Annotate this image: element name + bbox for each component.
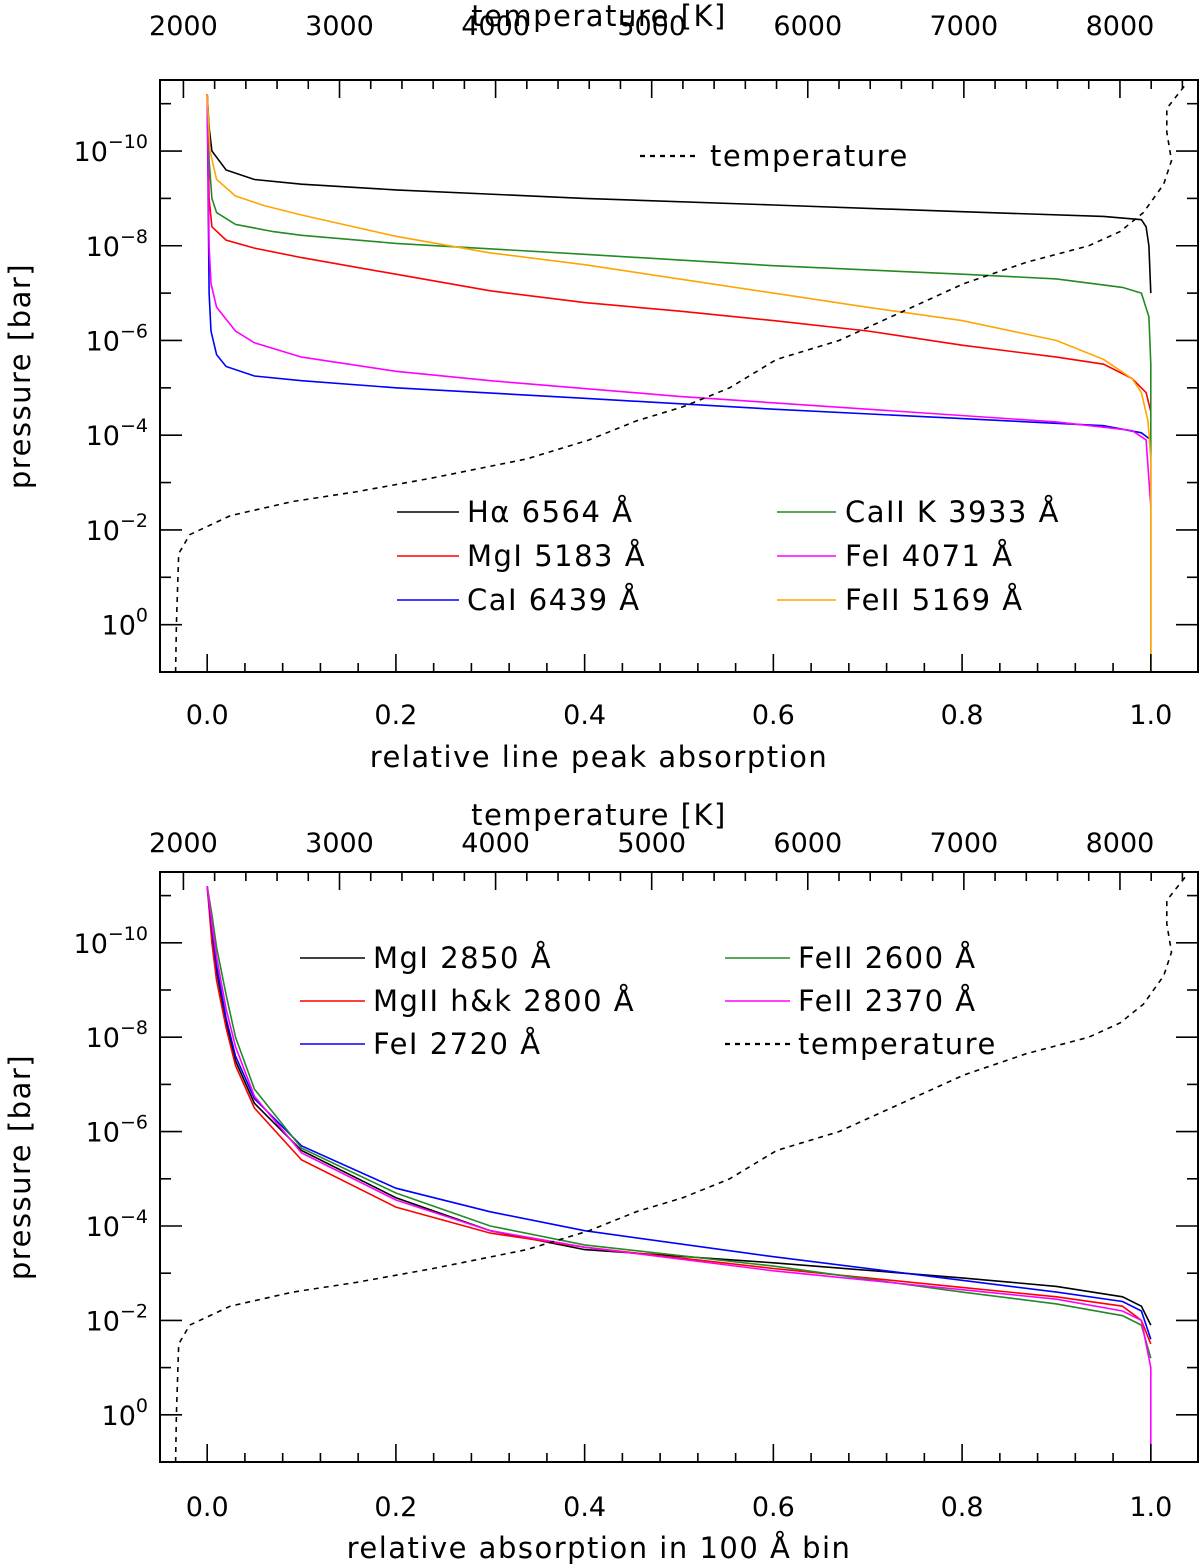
legend: Hα 6564 Å MgI 5183 Å CaI 6439 Å CaII K 3933… — [397, 139, 1060, 617]
y-tick-label: 10−8 — [86, 226, 148, 263]
legend-label: FeII 2370 Å — [798, 984, 977, 1018]
series-line-feii-2600- — [206, 886, 1152, 1359]
legend-label: FeI 2720 Å — [373, 1027, 542, 1061]
x-tick-label: 1.0 — [1129, 1492, 1172, 1523]
legend-label: Hα 6564 Å — [467, 495, 634, 529]
top-panel: 0.0 0.2 0.4 0.6 0.8 1.0 2000 3000 4000 5000 6000 70… — [3, 0, 1199, 774]
legend-label: CaII K 3933 Å — [845, 495, 1060, 529]
legend-label: FeII 5169 Å — [845, 583, 1024, 617]
y-tick-label: 100 — [102, 605, 148, 642]
series-line-cai-6439- — [206, 94, 1152, 441]
legend-label: temperature — [710, 139, 909, 173]
y-tick-label: 10−4 — [86, 415, 148, 452]
x-axis-title: relative line peak absorption — [370, 740, 829, 774]
y-tick-label: 10−10 — [74, 131, 148, 168]
plot-frame — [159, 79, 1199, 673]
y-tick-label: 10−8 — [86, 1017, 148, 1054]
series-line-temperature — [174, 876, 1187, 1462]
legend-label: FeI 4071 Å — [845, 539, 1014, 573]
x-tick-label: 1.0 — [1129, 700, 1172, 731]
x-tick-label: 0.4 — [563, 700, 606, 731]
x2-tick-label: 4000 — [461, 11, 530, 42]
x2-tick-label: 8000 — [1086, 828, 1155, 859]
x2-tick-label: 3000 — [305, 828, 374, 859]
x-tick-label: 0.8 — [941, 700, 984, 731]
y-tick-label: 10−4 — [86, 1206, 148, 1243]
y-tick-label: 10−10 — [74, 923, 148, 960]
legend-label: MgII h&k 2800 Å — [373, 984, 635, 1018]
series-line-mgii-h-k-2800- — [206, 886, 1152, 1345]
series-line-caii-k-3933- — [206, 94, 1152, 672]
y-axis-title: pressure [bar] — [3, 1054, 37, 1280]
y-axis-title: pressure [bar] — [3, 263, 37, 489]
bottom-panel: 0.0 0.2 0.4 0.6 0.8 1.0 2000 3000 4000 5000 6000 70… — [3, 798, 1199, 1565]
x-tick-label: 0.0 — [186, 700, 229, 731]
plot-frame — [159, 871, 1199, 1463]
y-tick-label: 10−2 — [86, 510, 148, 547]
x2-tick-label: 5000 — [617, 828, 686, 859]
y-tick-label: 10−6 — [86, 1112, 148, 1149]
legend-label: MgI 5183 Å — [467, 539, 646, 573]
series-line-h-6564- — [206, 94, 1152, 294]
x2-tick-label: 6000 — [773, 11, 842, 42]
y-tick-label: 10−2 — [86, 1300, 148, 1337]
x2-tick-label: 7000 — [930, 828, 999, 859]
x2-tick-label: 5000 — [617, 11, 686, 42]
y-tick-label: 100 — [102, 1395, 148, 1432]
series-line-fei-2720- — [206, 886, 1152, 1340]
plot-area — [174, 876, 1187, 1462]
y-tick-label: 10−6 — [86, 320, 148, 357]
x2-tick-label: 8000 — [1086, 11, 1155, 42]
x2-tick-label: 2000 — [149, 828, 218, 859]
x-tick-label: 0.2 — [374, 700, 417, 731]
series-line-feii-2370- — [206, 886, 1152, 1462]
x-tick-label: 0.0 — [186, 1492, 229, 1523]
x2-tick-label: 3000 — [305, 11, 374, 42]
x-tick-label: 0.2 — [374, 1492, 417, 1523]
x2-axis-title: temperature [K] — [471, 0, 727, 33]
series-line-temperature — [174, 84, 1187, 672]
legend-label: temperature — [798, 1027, 997, 1061]
plot-area — [174, 84, 1187, 672]
legend-label: CaI 6439 Å — [467, 583, 641, 617]
x2-axis-title: temperature [K] — [471, 798, 727, 832]
series-line-fei-4071- — [206, 94, 1152, 507]
x-tick-label: 0.6 — [752, 700, 795, 731]
series-line-mgi-5183- — [206, 94, 1152, 412]
legend-label: MgI 2850 Å — [373, 941, 552, 975]
series-line-mgi-2850- — [206, 886, 1152, 1326]
x2-tick-label: 2000 — [149, 11, 218, 42]
x-tick-label: 0.6 — [752, 1492, 795, 1523]
x2-tick-label: 7000 — [930, 11, 999, 42]
x-axis-title: relative absorption in 100 Å bin — [347, 1531, 852, 1565]
legend: MgI 2850 Å MgII h&k 2800 Å FeI 2720 Å FeII … — [300, 941, 997, 1061]
x2-tick-label: 6000 — [773, 828, 842, 859]
x-tick-label: 0.8 — [941, 1492, 984, 1523]
legend-label: FeII 2600 Å — [798, 941, 977, 975]
x2-tick-label: 4000 — [461, 828, 530, 859]
series-line-feii-5169- — [206, 94, 1152, 672]
x-tick-label: 0.4 — [563, 1492, 606, 1523]
